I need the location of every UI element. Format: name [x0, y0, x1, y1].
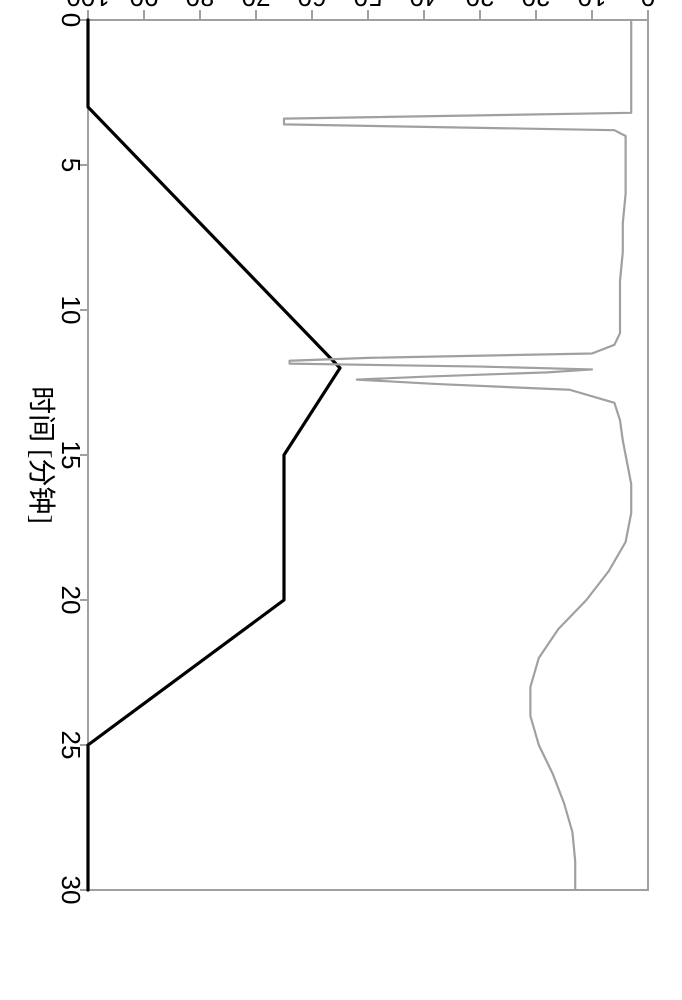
y-tick-label: 0 [641, 0, 655, 12]
series-gradient [88, 20, 340, 890]
x-axis-ticks: 0 5 10 15 20 25 30 [56, 13, 88, 905]
x-tick-label: 0 [56, 13, 86, 27]
x-tick-label: 25 [56, 731, 86, 760]
chromatogram-chart: 0102030405060708090100 051015202530 溶剂B[… [0, 0, 682, 1000]
y-tick-label: 70 [242, 0, 271, 12]
y-tick-label: 50 [354, 0, 383, 12]
y-tick-label: 80 [186, 0, 215, 12]
x-tick-label: 30 [56, 876, 86, 905]
y-tick-label: 30 [466, 0, 495, 12]
y-tick-label: 10 [578, 0, 607, 12]
y-tick-label: 100 [66, 0, 109, 12]
x-tick-label: 15 [56, 441, 86, 470]
x-tick-label: 20 [56, 586, 86, 615]
y-tick-label: 40 [410, 0, 439, 12]
y-axis-ticks: 0 10 20 30 40 50 60 70 80 90 100 [66, 0, 655, 20]
chart-series [88, 20, 631, 890]
y-tick-label: 20 [522, 0, 551, 12]
y-tick-label: 90 [130, 0, 159, 12]
x-tick-label: 5 [56, 158, 86, 172]
y-tick-label: 60 [298, 0, 327, 12]
x-tick-label: 10 [56, 296, 86, 325]
series-signal [284, 20, 631, 890]
plot-frame [88, 20, 648, 890]
x-axis-label: 时间 [分钟] [25, 386, 57, 524]
